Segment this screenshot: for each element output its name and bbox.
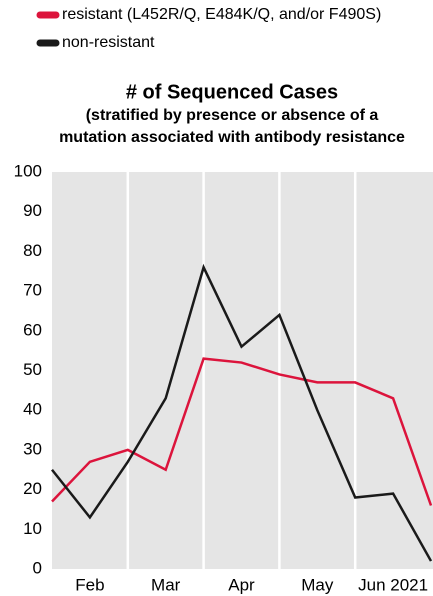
- y-tick-label: 20: [23, 479, 42, 498]
- y-tick-label: 100: [14, 161, 42, 180]
- legend-label: non-resistant: [62, 34, 155, 51]
- y-tick-label: 0: [33, 558, 42, 577]
- y-tick-label: 40: [23, 400, 42, 419]
- y-tick-label: 50: [23, 360, 42, 379]
- y-tick-label: 90: [23, 201, 42, 220]
- y-tick-label: 80: [23, 241, 42, 260]
- series-line: [51, 357, 433, 506]
- x-tick-label: Apr: [228, 575, 255, 594]
- chart-subtitle: (stratified by presence or absence of a: [86, 107, 379, 124]
- y-tick-label: 60: [23, 320, 42, 339]
- plot-background: [52, 172, 433, 569]
- y-tick-label: 30: [23, 439, 42, 458]
- chart-subtitle: mutation associated with antibody resist…: [59, 129, 405, 146]
- legend-label: resistant (L452R/Q, E484K/Q, and/or F490…: [62, 6, 381, 23]
- y-tick-label: 10: [23, 519, 42, 538]
- x-tick-label: Jun 2021: [358, 575, 428, 594]
- x-tick-label: Feb: [75, 575, 104, 594]
- x-tick-label: May: [301, 575, 334, 594]
- x-tick-label: Mar: [151, 575, 181, 594]
- chart-title: # of Sequenced Cases: [126, 81, 338, 103]
- y-tick-label: 70: [23, 281, 42, 300]
- series-line: [51, 263, 433, 562]
